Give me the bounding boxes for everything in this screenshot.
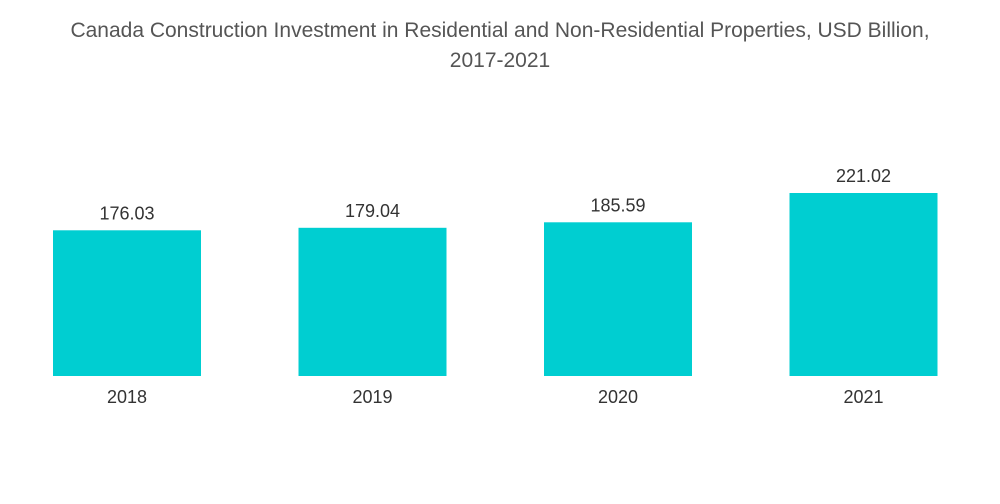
bar-2021 (789, 193, 938, 376)
x-tick-label-2020: 2020 (598, 387, 638, 407)
data-label-2021: 221.02 (836, 166, 891, 186)
x-tick-label-2018: 2018 (107, 387, 147, 407)
chart-title: Canada Construction Investment in Reside… (0, 16, 1000, 76)
data-label-2019: 179.04 (345, 201, 400, 221)
x-tick-label-2021: 2021 (843, 387, 883, 407)
data-label-2020: 185.59 (590, 195, 645, 215)
bar-2020 (544, 222, 692, 376)
chart-title-line-1: Canada Construction Investment in Reside… (70, 19, 930, 42)
bar-2019 (298, 227, 447, 376)
bar-2018 (53, 230, 201, 376)
x-tick-label-2019: 2019 (352, 387, 392, 407)
chart-title-line-2: 2017-2021 (449, 49, 551, 72)
data-label-2018: 176.03 (99, 203, 154, 223)
